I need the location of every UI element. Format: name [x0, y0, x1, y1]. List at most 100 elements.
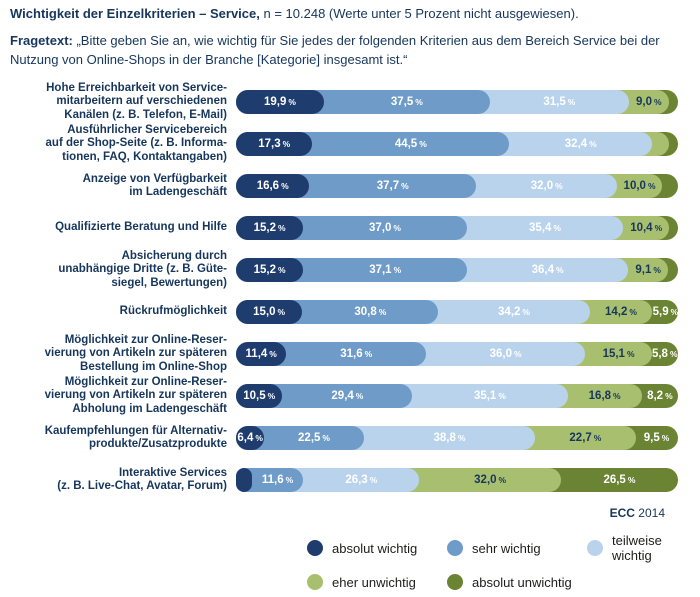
chart-row: Qualifizierte Beratung und Hilfe 15,2% 37,…	[10, 207, 678, 249]
bar-segment-value: 44,5%	[394, 138, 427, 150]
legend-label: absolut wichtig	[332, 540, 418, 556]
bar-segment-value: 15,2%	[253, 222, 286, 234]
legend-item-teilweise-wichtig: teilweise wichtig	[587, 533, 700, 563]
source-credit-year: 2014	[634, 506, 665, 520]
legend-item-sehr-wichtig: sehr wichtig	[447, 533, 587, 563]
bar-segment-value: 32,0%	[474, 474, 507, 486]
category-label: Qualifizierte Beratung und Hilfe	[55, 221, 227, 234]
bar-segment-value: 37,0%	[368, 222, 401, 234]
legend-label: sehr wichtig	[472, 540, 541, 556]
chart-row: Anzeige von Verfügbarkeit im Ladengeschä…	[10, 165, 678, 207]
bar-segment-value: 11,6%	[261, 474, 294, 486]
bar-segment-value: 38,8%	[433, 432, 466, 444]
stacked-bar: 17,3% 44,5% 32,4%	[236, 132, 678, 156]
chart-legend: absolut wichtig sehr wichtig teilweise wic…	[307, 533, 700, 590]
bar-segment-value: 17,3%	[258, 138, 291, 150]
category-label: Ausführlicher Servicebereich auf der Sho…	[45, 123, 227, 163]
category-label: Kaufempfehlungen für Alternativ- produkt…	[44, 424, 227, 451]
chart-row: Möglichkeit zur Online-Reser- vierung vo…	[10, 375, 678, 417]
bar-segment-value: 6,4%	[237, 432, 263, 444]
stacked-bar: 19,9% 37,5% 31,5% 9,0%	[236, 90, 678, 114]
bar-segment-absolut-wichtig	[236, 258, 304, 282]
legend-swatch-absolut-unwichtig-icon	[447, 574, 463, 590]
chart-title-bold: Wichtigkeit der Einzelkriterien – Servic…	[10, 6, 260, 21]
bar-segment-value: 22,7%	[569, 432, 602, 444]
category-label: Hohe Erreichbarkeit von Service- mitarbe…	[46, 81, 227, 121]
chart-row: Interaktive Services (z. B. Live-Chat, A…	[10, 459, 678, 501]
stacked-bar: 15,2% 37,0% 35,4% 10,4%	[236, 216, 678, 240]
bar-segment-value: 29,4%	[331, 390, 364, 402]
bar-segment-value: 10,0%	[623, 180, 656, 192]
legend-label: teilweise wichtig	[612, 533, 662, 563]
bar-segment-value: 15,0%	[253, 306, 286, 318]
bar-segment-value: 9,5%	[643, 432, 670, 444]
stacked-bar-chart: Hohe Erreichbarkeit von Service- mitarbe…	[0, 81, 700, 501]
bar-segment-value: 15,1%	[602, 348, 635, 360]
bar-segment-value: 36,4%	[531, 264, 564, 276]
category-label: Möglichkeit zur Online-Reser- vierung vo…	[44, 333, 227, 373]
stacked-bar: 10,5% 29,4% 35,1% 16,8% 8,2%	[236, 384, 678, 408]
stacked-bar: 16,6% 37,7% 32,0% 10,0%	[236, 174, 678, 198]
bar-segment-value: 22,5%	[298, 432, 330, 444]
chart-row: Möglichkeit zur Online-Reser- vierung vo…	[10, 333, 678, 375]
bar-segment-value: 9,0%	[636, 96, 662, 108]
category-label: Anzeige von Verfügbarkeit im Ladengeschä…	[82, 172, 227, 199]
legend-item-eher-unwichtig: eher unwichtig	[307, 574, 447, 590]
bar-segment-value: 31,5%	[543, 96, 576, 108]
bar-segment-value: 31,6%	[340, 348, 373, 360]
bar-segment-absolut-wichtig	[236, 426, 265, 450]
source-credit: ECC 2014	[0, 506, 700, 520]
stacked-bar: 15,0% 30,8% 34,2% 14,2% 5,9%	[236, 300, 679, 324]
bar-segment-value: 8,2%	[647, 390, 673, 402]
legend-swatch-absolut-wichtig-icon	[307, 540, 323, 556]
bar-segment-value: 5,9%	[652, 306, 679, 318]
bar-segment-value: 5,8%	[651, 348, 678, 360]
bar-segment-value: 32,0%	[530, 180, 563, 192]
category-label: Möglichkeit zur Online-Reser- vierung vo…	[44, 375, 227, 415]
bar-segment-value: 16,6%	[256, 180, 289, 192]
bar-segment-absolut-wichtig	[236, 132, 313, 156]
bar-segment-value: 37,1%	[369, 264, 402, 276]
question-text: Fragetext: „Bitte geben Sie an, wie wich…	[10, 31, 694, 69]
legend-swatch-eher-unwichtig-icon	[307, 574, 323, 590]
bar-segment-value: 32,4%	[564, 138, 597, 150]
legend-item-absolut-wichtig: absolut wichtig	[307, 533, 447, 563]
legend-label: absolut unwichtig	[472, 574, 572, 590]
bar-segment-absolut-wichtig	[236, 174, 310, 198]
bar-segment-value: 37,7%	[376, 180, 409, 192]
stacked-bar: 11,6% 26,3% 32,0% 26,5%	[236, 468, 678, 492]
bar-segment-value: 37,5%	[390, 96, 423, 108]
bar-segment-value: 26,5%	[603, 474, 636, 486]
bar-segment-value: 30,8%	[354, 306, 387, 318]
bar-segment-value: 9,1%	[635, 264, 661, 276]
bar-segment-absolut-wichtig	[236, 300, 303, 324]
chart-row: Rückrufmöglichkeit 15,0% 30,8% 34,2% 14,2% 5,…	[10, 291, 679, 333]
bar-segment-value: 10,5%	[243, 390, 276, 402]
bar-segment-value: 14,2%	[604, 306, 637, 318]
category-label: Absicherung durch unabhängige Dritte (z.…	[58, 249, 227, 289]
chart-row: Hohe Erreichbarkeit von Service- mitarbe…	[10, 81, 678, 123]
bar-segment-value: 34,2%	[498, 306, 530, 318]
legend-swatch-teilweise-wichtig-icon	[587, 540, 603, 556]
bar-segment-absolut-wichtig	[236, 468, 252, 492]
bar-segment-value: 26,3%	[345, 474, 378, 486]
bar-segment-value: 11,4%	[245, 348, 277, 360]
chart-row: Absicherung durch unabhängige Dritte (z.…	[10, 249, 678, 291]
chart-row: Ausführlicher Servicebereich auf der Sho…	[10, 123, 678, 165]
stacked-bar: 11,4% 31,6% 36,0% 15,1% 5,8%	[236, 342, 678, 366]
bar-segment-absolut-wichtig	[236, 90, 324, 114]
bar-segment-absolut-wichtig	[236, 384, 283, 408]
bar-segment-value: 35,4%	[528, 222, 561, 234]
chart-row: Kaufempfehlungen für Alternativ- produkt…	[10, 417, 678, 459]
chart-title: Wichtigkeit der Einzelkriterien – Servic…	[10, 5, 694, 22]
legend-label: eher unwichtig	[332, 574, 416, 590]
chart-title-rest: n = 10.248 (Werte unter 5 Prozent nicht …	[259, 6, 579, 21]
legend-swatch-sehr-wichtig-icon	[447, 540, 463, 556]
stacked-bar: 6,4% 22,5% 38,8% 22,7% 9,5%	[236, 426, 678, 450]
bar-segment-value: 10,4%	[630, 222, 663, 234]
bar-segment-value: 16,8%	[588, 390, 621, 402]
question-text-label: Fragetext:	[10, 33, 73, 48]
bar-segment-value: 15,2%	[253, 264, 286, 276]
bar-segment-absolut-wichtig	[236, 342, 287, 366]
